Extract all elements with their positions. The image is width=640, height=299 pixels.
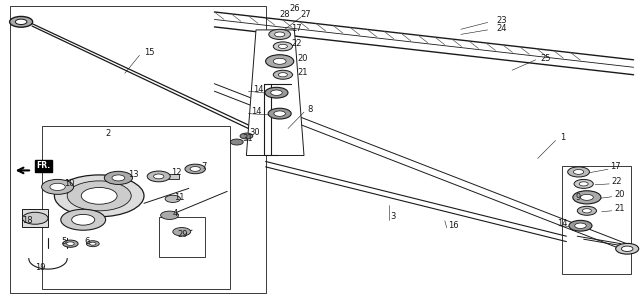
Bar — [42, 126, 230, 289]
Circle shape — [569, 220, 592, 231]
Text: 13: 13 — [128, 170, 139, 179]
Text: 25: 25 — [541, 54, 551, 63]
Circle shape — [621, 246, 633, 251]
Text: 22: 22 — [612, 177, 622, 186]
Polygon shape — [246, 30, 304, 155]
Circle shape — [265, 87, 288, 98]
Text: 6: 6 — [84, 237, 90, 246]
Circle shape — [165, 195, 180, 202]
Circle shape — [274, 111, 285, 116]
Circle shape — [271, 90, 282, 95]
Circle shape — [273, 42, 292, 51]
Circle shape — [50, 183, 65, 190]
Circle shape — [15, 19, 27, 25]
Circle shape — [86, 241, 99, 247]
Circle shape — [577, 206, 596, 215]
Text: 8: 8 — [307, 105, 312, 114]
Text: 17: 17 — [291, 24, 302, 33]
Text: 15: 15 — [144, 48, 154, 57]
Text: 29: 29 — [177, 230, 188, 239]
Circle shape — [278, 44, 287, 48]
Text: 31: 31 — [242, 134, 253, 143]
Circle shape — [574, 179, 593, 188]
Circle shape — [269, 29, 291, 39]
Circle shape — [190, 167, 200, 171]
Text: 23: 23 — [496, 16, 507, 25]
Text: 26: 26 — [289, 4, 300, 13]
Text: FR.: FR. — [36, 161, 51, 170]
Bar — [10, 6, 266, 293]
Text: 7: 7 — [202, 162, 207, 171]
Circle shape — [185, 164, 205, 174]
Bar — [22, 209, 48, 227]
Bar — [159, 217, 205, 257]
Circle shape — [147, 171, 170, 182]
Circle shape — [72, 214, 95, 225]
Text: 17: 17 — [610, 162, 621, 171]
Text: 4: 4 — [173, 209, 178, 218]
Text: 9: 9 — [576, 193, 581, 202]
Circle shape — [230, 139, 243, 145]
Text: 27: 27 — [301, 10, 312, 19]
Circle shape — [67, 181, 131, 211]
Circle shape — [81, 187, 117, 204]
Circle shape — [154, 174, 164, 179]
Circle shape — [61, 209, 106, 230]
Circle shape — [573, 170, 584, 174]
Circle shape — [173, 228, 191, 236]
Circle shape — [273, 70, 292, 79]
Text: 16: 16 — [448, 221, 459, 230]
Bar — [562, 166, 631, 274]
Circle shape — [90, 242, 96, 245]
Circle shape — [275, 32, 285, 37]
Circle shape — [22, 212, 48, 224]
Circle shape — [63, 240, 78, 247]
Text: 14: 14 — [253, 85, 263, 94]
Circle shape — [240, 133, 253, 139]
Text: 28: 28 — [279, 10, 290, 19]
Text: 12: 12 — [172, 168, 182, 177]
Circle shape — [278, 73, 287, 77]
Text: 11: 11 — [174, 193, 184, 202]
Circle shape — [42, 179, 74, 194]
Circle shape — [573, 191, 601, 204]
Circle shape — [580, 194, 593, 200]
Bar — [163, 174, 179, 179]
Circle shape — [273, 58, 286, 64]
Text: 18: 18 — [22, 216, 33, 225]
Text: 22: 22 — [291, 39, 301, 48]
Text: 20: 20 — [298, 54, 308, 63]
Circle shape — [579, 182, 588, 186]
Circle shape — [10, 16, 33, 27]
Circle shape — [67, 242, 74, 245]
Circle shape — [616, 243, 639, 254]
Circle shape — [54, 175, 144, 217]
Circle shape — [582, 209, 591, 213]
Text: 21: 21 — [614, 204, 625, 213]
Circle shape — [568, 167, 589, 177]
Text: 14: 14 — [252, 107, 262, 116]
Text: 1: 1 — [560, 133, 565, 142]
Text: 24: 24 — [496, 24, 506, 33]
Text: 20: 20 — [614, 190, 625, 199]
Text: 2: 2 — [105, 129, 110, 138]
Text: 21: 21 — [298, 68, 308, 77]
Text: 19: 19 — [35, 263, 45, 272]
Text: 30: 30 — [250, 128, 260, 137]
Circle shape — [266, 55, 294, 68]
Text: 5: 5 — [61, 237, 67, 246]
Circle shape — [268, 108, 291, 119]
Circle shape — [161, 211, 179, 219]
Text: 3: 3 — [390, 212, 396, 221]
Text: 10: 10 — [64, 179, 74, 188]
Circle shape — [112, 175, 125, 181]
Circle shape — [104, 171, 132, 184]
Text: 14: 14 — [557, 219, 567, 228]
Circle shape — [575, 223, 586, 228]
